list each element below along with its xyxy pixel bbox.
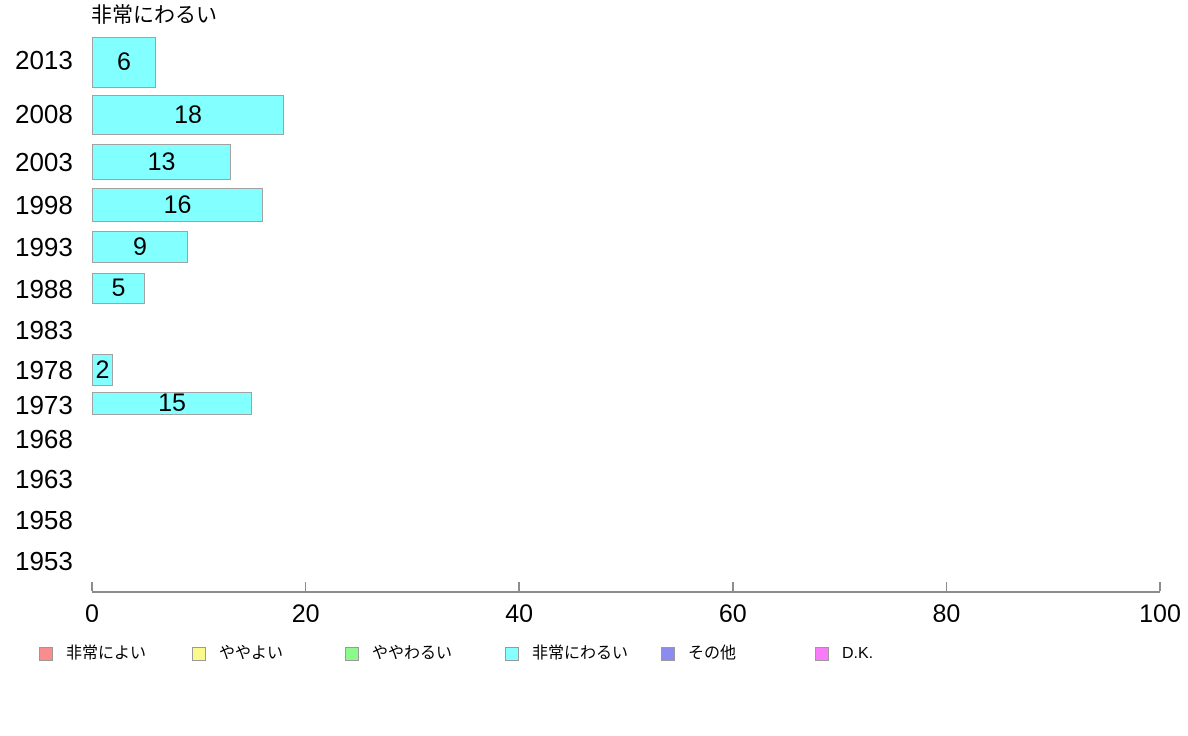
legend-swatch	[192, 647, 206, 661]
x-axis-tick-label: 100	[1139, 600, 1181, 628]
legend-swatch	[505, 647, 519, 661]
bar-value-label: 18	[174, 100, 202, 129]
chart-title: 非常にわるい	[91, 4, 217, 27]
bar-2008: 18	[92, 95, 284, 135]
legend-swatch	[815, 647, 829, 661]
x-axis-tick-label: 60	[718, 600, 747, 628]
x-axis-tick	[732, 582, 734, 591]
x-axis-line	[92, 591, 1160, 593]
x-axis-tick	[91, 582, 93, 591]
legend-swatch	[345, 647, 359, 661]
bar-1988: 5	[92, 273, 145, 304]
y-axis-label: 2008	[15, 99, 73, 129]
legend-item: ややわるい	[345, 644, 452, 664]
bar-value-label: 5	[111, 274, 126, 302]
legend-label: 非常にわるい	[532, 645, 629, 662]
legend-label: ややよい	[219, 645, 284, 662]
y-axis-label: 1963	[15, 464, 73, 494]
legend-item: D.K.	[815, 644, 873, 664]
y-axis-label: 1993	[15, 232, 73, 262]
y-axis-label: 1968	[15, 424, 73, 454]
legend-swatch	[39, 647, 53, 661]
bar-value-label: 9	[133, 232, 147, 261]
bar-1973: 15	[92, 389, 252, 417]
bar-1993: 9	[92, 231, 188, 263]
legend-item: ややよい	[192, 644, 283, 664]
y-axis-label: 1978	[15, 355, 73, 385]
legend-item: 非常によい	[39, 644, 146, 664]
y-axis-label: 1998	[15, 190, 73, 220]
x-axis-tick	[945, 582, 948, 591]
y-axis-label: 1953	[15, 546, 73, 576]
y-axis-label: 1973	[15, 390, 73, 420]
bar-1978: 2	[92, 354, 113, 386]
bar-value-label: 16	[163, 190, 192, 219]
legend-label: D.K.	[842, 645, 874, 662]
y-axis-label: 1983	[15, 315, 73, 345]
x-axis-tick-label: 20	[291, 600, 320, 628]
bar-1998: 16	[92, 188, 263, 222]
bar-value-label: 13	[147, 147, 176, 176]
x-axis-tick	[518, 582, 520, 591]
bar-2003: 13	[92, 144, 231, 180]
bar-value-label: 15	[158, 389, 186, 417]
legend-item: その他	[661, 644, 736, 664]
x-axis-tick	[304, 582, 307, 591]
bar-value-label: 2	[95, 355, 110, 384]
legend-label: 非常によい	[66, 645, 147, 662]
legend-label: その他	[688, 645, 737, 662]
y-axis-label: 2013	[15, 45, 73, 75]
legend-item: 非常にわるい	[505, 644, 628, 664]
x-axis-tick-label: 80	[932, 600, 961, 628]
y-axis-label: 2003	[15, 147, 73, 177]
y-axis-label: 1988	[15, 274, 73, 304]
bar-value-label: 6	[117, 48, 131, 76]
x-axis-tick-label: 0	[85, 600, 99, 628]
x-axis-tick-label: 40	[505, 600, 534, 628]
bar-2013: 6	[92, 37, 156, 88]
x-axis-tick	[1159, 582, 1161, 591]
legend-label: ややわるい	[372, 645, 453, 662]
y-axis-label: 1958	[15, 505, 73, 535]
legend-swatch	[661, 647, 675, 661]
